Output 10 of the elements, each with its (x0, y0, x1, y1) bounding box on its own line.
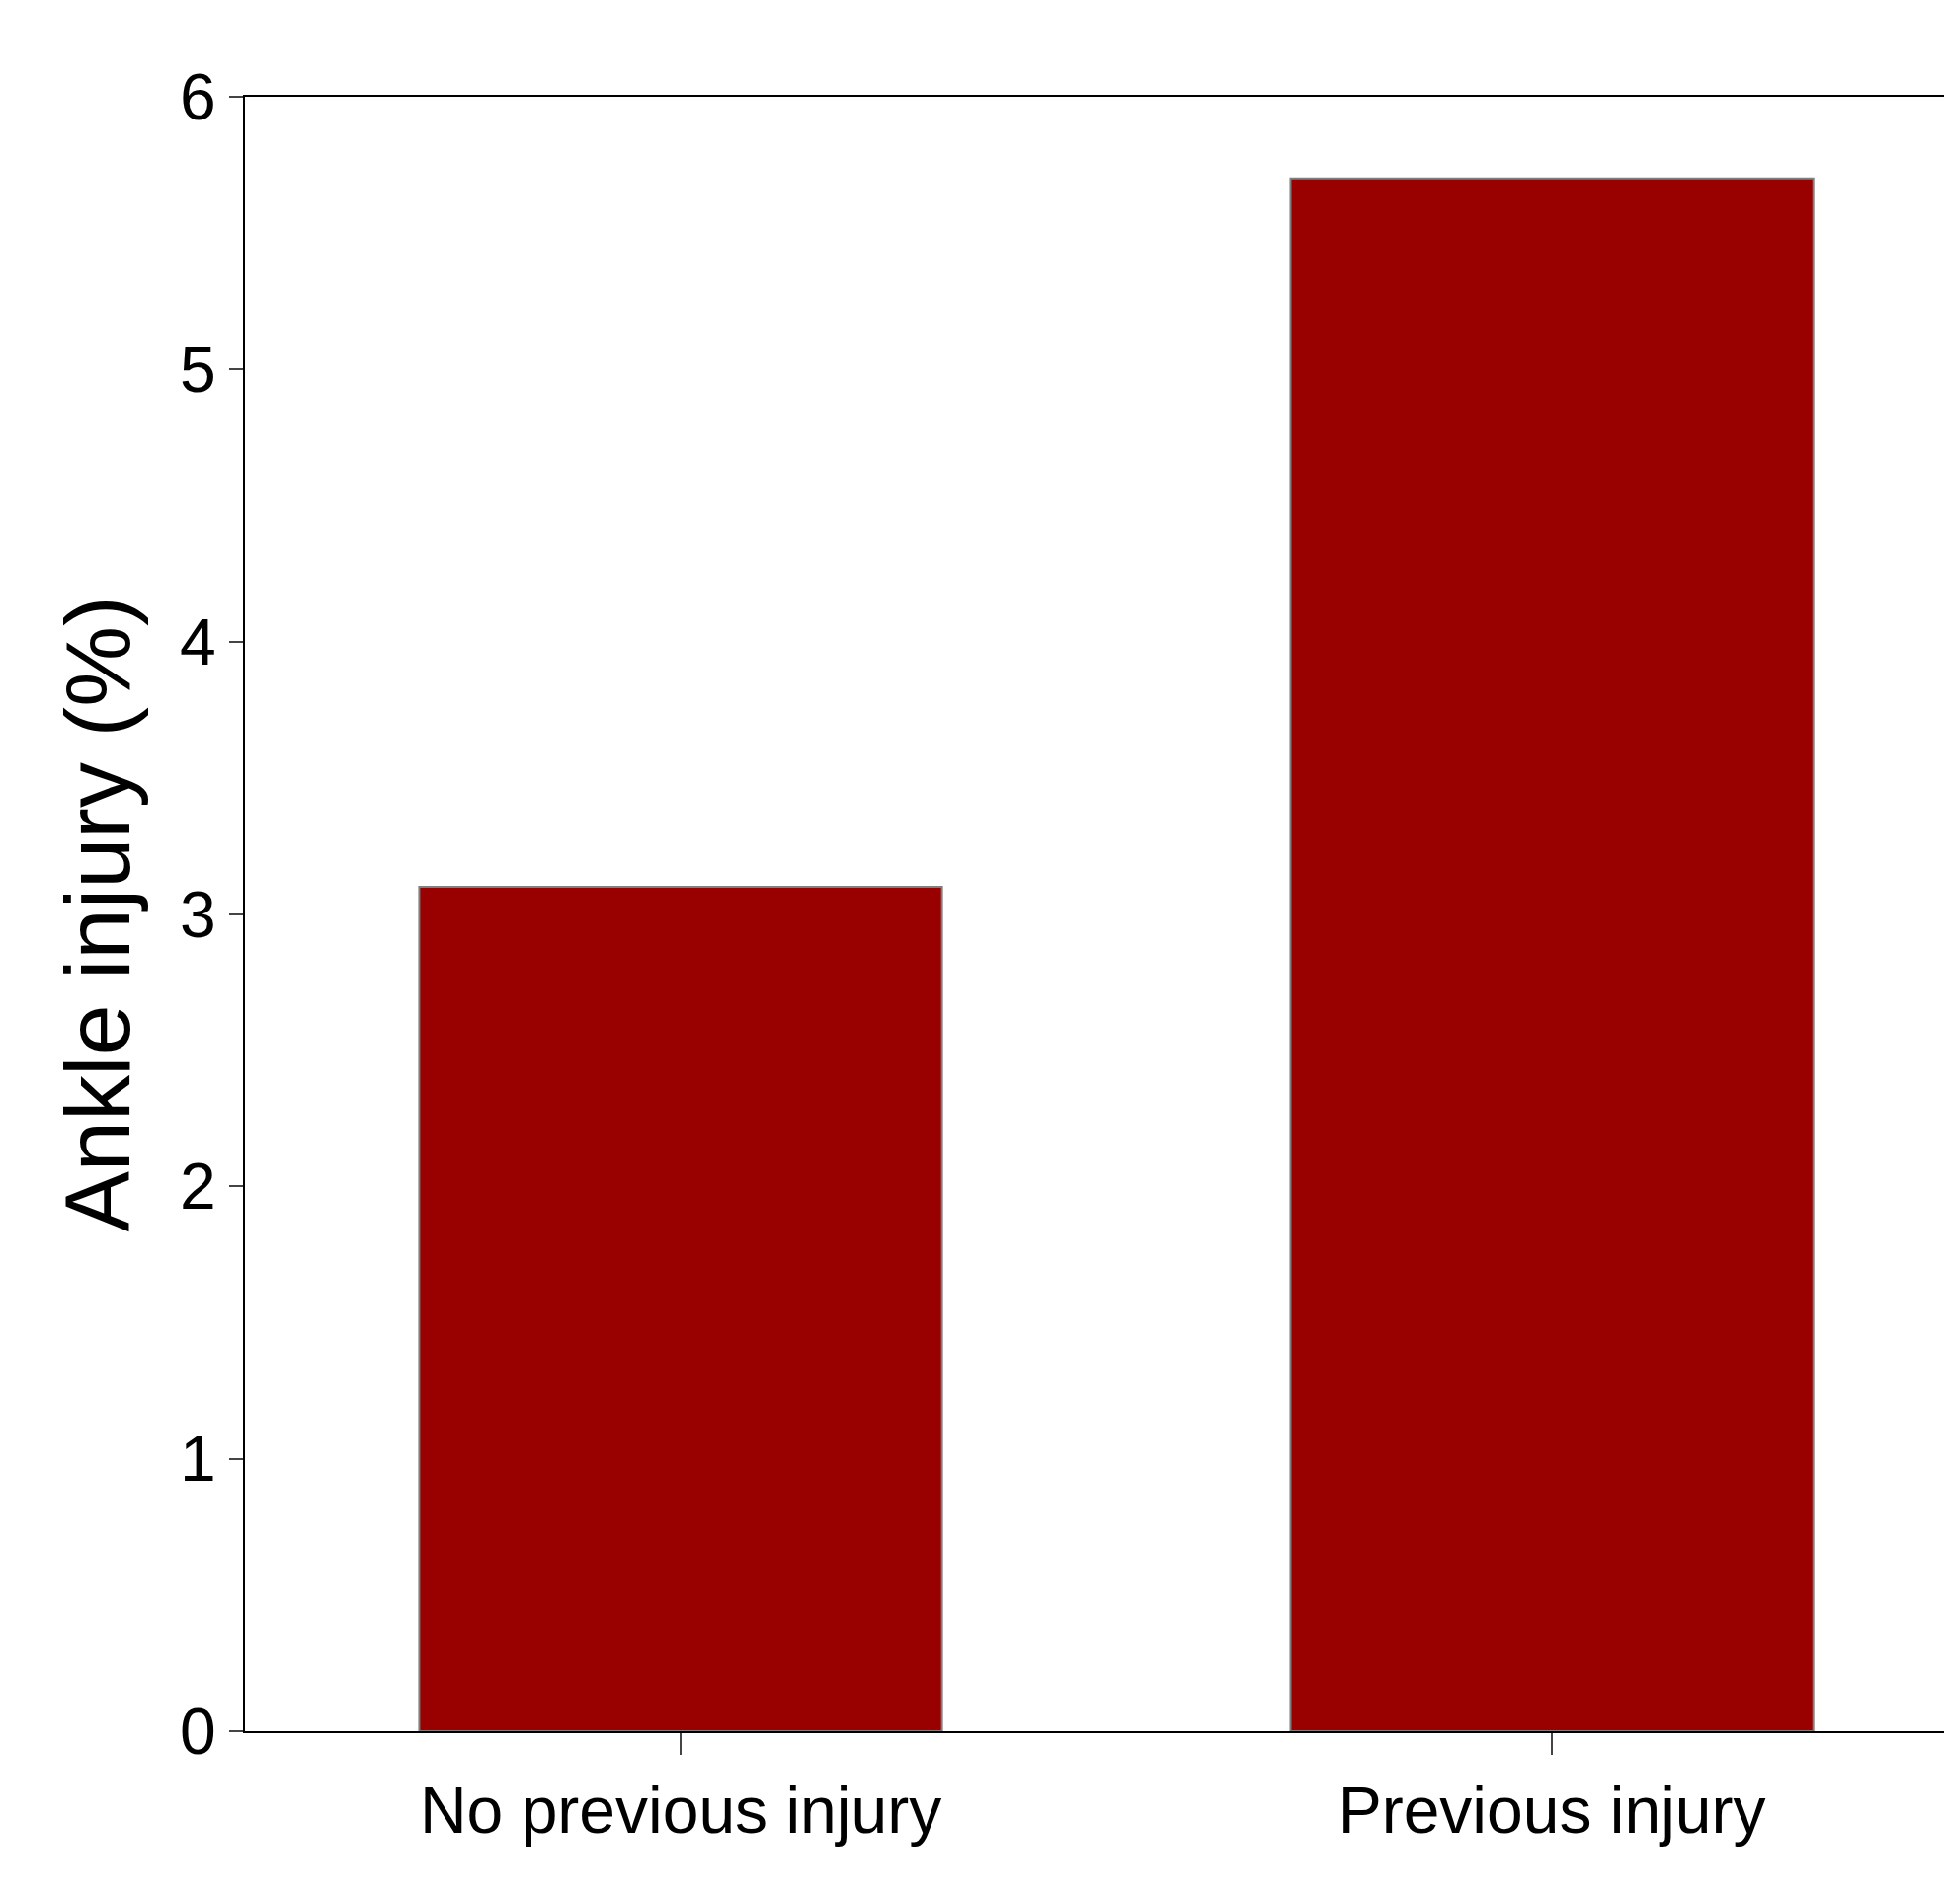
x-tick-label: Previous injury (1337, 1774, 1766, 1848)
y-axis-title: Ankle injury (%) (46, 595, 148, 1232)
y-tick-label: 2 (180, 1150, 216, 1224)
y-tick-label: 5 (180, 332, 216, 406)
y-tick-label: 3 (180, 877, 216, 951)
y-tick-label: 6 (180, 60, 216, 134)
x-tick-label: No previous injury (419, 1774, 942, 1848)
y-tick-label: 0 (180, 1695, 216, 1769)
y-tick-label: 4 (180, 604, 216, 678)
y-tick-label: 1 (180, 1422, 216, 1496)
